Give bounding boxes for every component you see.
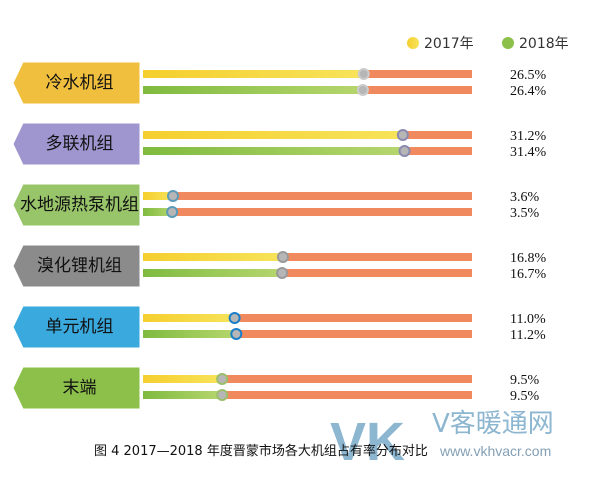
watermark-url: www.vkhvacr.com xyxy=(439,443,551,459)
category-badge-ground-source-heat-pump xyxy=(12,183,141,227)
marker-chiller-2018 xyxy=(356,84,369,96)
value-label-chiller-2018: 26.4% xyxy=(510,84,547,99)
marker-unitary-2017 xyxy=(228,312,241,324)
marker-vrf-2017 xyxy=(396,129,409,141)
value-label-terminal-2017: 9.5% xyxy=(510,373,540,388)
track-lithium-bromide-2018 xyxy=(143,269,472,277)
track-terminal-2017 xyxy=(143,375,472,383)
marker-chiller-2017 xyxy=(357,68,370,80)
category-badge-chiller xyxy=(12,61,141,105)
track-ground-source-heat-pump-2018 xyxy=(143,208,472,216)
category-label-terminal: 末端 xyxy=(63,378,97,398)
marker-unitary-2018 xyxy=(230,328,243,340)
marker-ground-source-heat-pump-2017 xyxy=(166,190,179,202)
bar-terminal-2018 xyxy=(143,391,223,399)
marker-terminal-2017 xyxy=(216,373,229,385)
value-label-vrf-2017: 31.2% xyxy=(510,129,547,144)
category-label-unitary: 单元机组 xyxy=(46,317,114,337)
category-label-vrf: 多联机组 xyxy=(46,134,114,154)
bar-terminal-2017 xyxy=(143,375,223,383)
marker-lithium-bromide-2018 xyxy=(276,267,289,279)
value-label-unitary-2018: 11.2% xyxy=(510,328,546,343)
bar-unitary-2017 xyxy=(143,314,235,322)
category-badge-lithium-bromide xyxy=(12,244,141,288)
bar-lithium-bromide-2018 xyxy=(143,269,283,277)
bar-lithium-bromide-2017 xyxy=(143,253,283,261)
category-badge-terminal xyxy=(12,366,141,410)
value-label-lithium-bromide-2018: 16.7% xyxy=(510,267,547,282)
track-unitary-2018 xyxy=(143,330,472,338)
legend-label-2018: 2018年 xyxy=(519,36,569,52)
category-label-ground-source-heat-pump: 水地源热泵机组 xyxy=(20,195,139,215)
value-label-vrf-2018: 31.4% xyxy=(510,145,547,160)
value-label-ground-source-heat-pump-2018: 3.5% xyxy=(510,206,540,221)
category-label-chiller: 冷水机组 xyxy=(46,73,114,93)
value-label-terminal-2018: 9.5% xyxy=(510,389,540,404)
track-ground-source-heat-pump-2017 xyxy=(143,192,472,200)
marker-ground-source-heat-pump-2018 xyxy=(166,206,179,218)
value-label-unitary-2017: 11.0% xyxy=(510,312,546,327)
marker-terminal-2018 xyxy=(216,389,229,401)
marker-vrf-2018 xyxy=(398,145,411,157)
bar-ground-source-heat-pump-2017 xyxy=(143,192,173,200)
watermark-logo: VK xyxy=(330,412,405,472)
value-label-chiller-2017: 26.5% xyxy=(510,68,547,83)
figure-caption: 图 4 2017—2018 年度晋蒙市场各大机组占有率分布对比 xyxy=(94,443,428,459)
track-terminal-2018 xyxy=(143,391,472,399)
value-label-lithium-bromide-2017: 16.8% xyxy=(510,251,547,266)
track-unitary-2017 xyxy=(143,314,472,322)
watermark: VK V客暖通网 www.vkhvacr.com xyxy=(330,409,554,472)
watermark-brand: V客暖通网 xyxy=(432,409,554,439)
value-label-ground-source-heat-pump-2017: 3.6% xyxy=(510,190,540,205)
legend-swatch-2017 xyxy=(407,37,419,49)
legend: 2017年 2018年 xyxy=(407,36,569,52)
track-lithium-bromide-2017 xyxy=(143,253,472,261)
bar-ground-source-heat-pump-2018 xyxy=(143,208,173,216)
bar-vrf-2018 xyxy=(143,147,405,155)
bar-chiller-2018 xyxy=(143,86,363,94)
legend-label-2017: 2017年 xyxy=(424,36,474,52)
category-label-lithium-bromide: 溴化锂机组 xyxy=(37,256,122,276)
category-badge-unitary xyxy=(12,305,141,349)
bar-unitary-2018 xyxy=(143,330,237,338)
marker-lithium-bromide-2017 xyxy=(276,251,289,263)
bar-vrf-2017 xyxy=(143,131,403,139)
bar-chiller-2017 xyxy=(143,70,364,78)
category-badge-vrf xyxy=(12,122,141,166)
legend-swatch-2018 xyxy=(502,37,514,49)
chart-rows: 冷水机组 26.5%26.4% 多联机组 31.2%31.4% 水地源热泵机组 3.6%3… xyxy=(12,61,547,410)
